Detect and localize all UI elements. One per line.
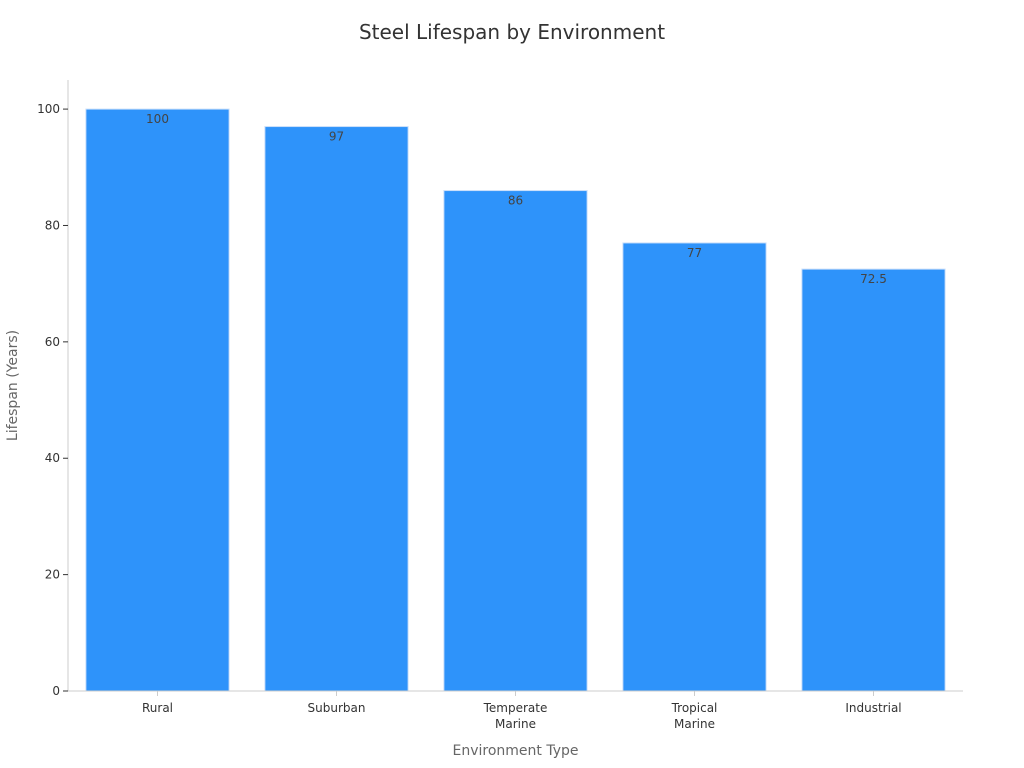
x-tick-label-line: Industrial: [845, 701, 901, 715]
x-tick-label-line: Marine: [495, 717, 536, 731]
bar-3: [622, 242, 767, 692]
data-label-1: 97: [329, 130, 344, 144]
bar-2: [443, 190, 588, 692]
x-tick-label-line: Rural: [142, 701, 173, 715]
x-tick-label-line: Tropical: [671, 701, 718, 715]
y-tick-label-5: 100: [37, 102, 60, 116]
data-label-4: 72.5: [860, 272, 887, 286]
y-tick-label-3: 60: [45, 335, 60, 349]
x-tick-label-0: Rural: [142, 701, 173, 715]
y-tick-label-1: 20: [45, 568, 60, 582]
bar-1: [264, 126, 409, 692]
bar-4: [801, 268, 946, 692]
labels-layer: 100 Rural 97 Suburban 86 Temperate Marine 77 Tro…: [5, 102, 902, 759]
x-tick-label-line: Temperate: [483, 701, 548, 715]
bar-0: [85, 108, 230, 692]
x-tick-label-4: Industrial: [845, 701, 901, 715]
axes-layer: [63, 80, 963, 696]
chart-title: Steel Lifespan by Environment: [358, 20, 666, 44]
x-tick-label-1: Suburban: [308, 701, 366, 715]
data-label-2: 86: [508, 194, 523, 208]
x-tick-label-line: Suburban: [308, 701, 366, 715]
data-label-3: 77: [687, 246, 702, 260]
y-axis-title: Lifespan (Years): [5, 330, 21, 441]
y-tick-label-0: 0: [52, 684, 60, 698]
y-tick-label-2: 40: [45, 451, 60, 465]
x-tick-label-line: Marine: [674, 717, 715, 731]
x-tick-label-2: Temperate Marine: [483, 701, 548, 731]
x-tick-label-3: Tropical Marine: [671, 701, 718, 731]
bars-layer: [85, 108, 946, 692]
data-label-0: 100: [146, 112, 169, 126]
y-tick-label-4: 80: [45, 218, 60, 232]
x-axis-title: Environment Type: [453, 743, 579, 759]
